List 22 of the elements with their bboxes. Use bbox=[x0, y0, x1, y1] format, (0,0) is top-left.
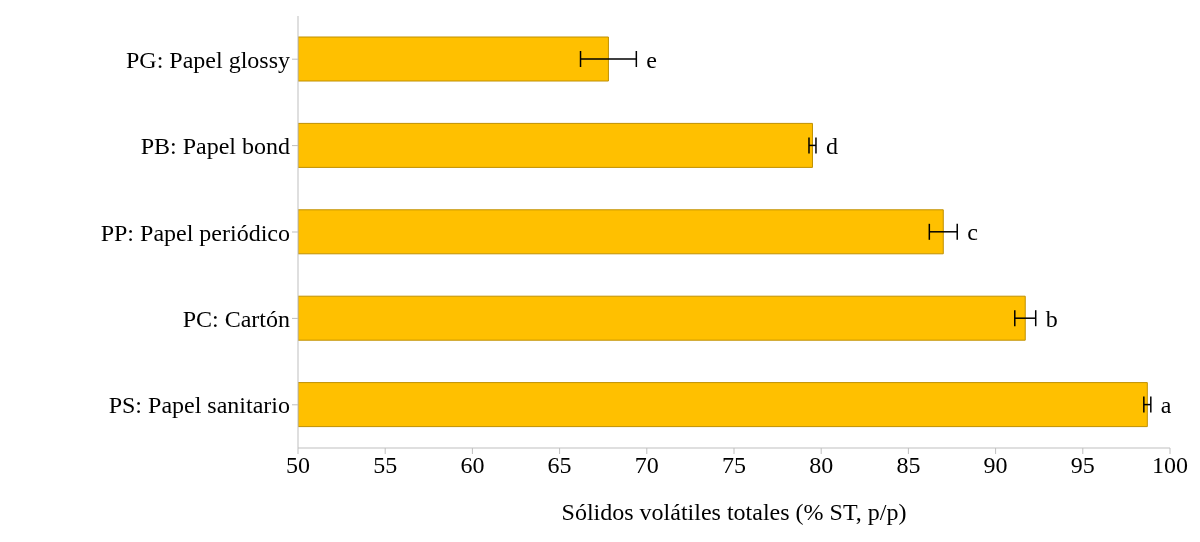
x-tick-label: 75 bbox=[722, 452, 746, 479]
x-tick-label: 100 bbox=[1152, 452, 1188, 479]
x-tick-label: 60 bbox=[460, 452, 485, 479]
annotation: d bbox=[825, 133, 838, 159]
x-tick-label: 80 bbox=[809, 452, 834, 479]
y-tick-label: PC: Cartón bbox=[182, 305, 290, 332]
annotation: e bbox=[646, 46, 657, 73]
x-tick-label: 50 bbox=[286, 452, 310, 479]
x-tick-label: 65 bbox=[547, 452, 572, 479]
x-tick-label: 70 bbox=[634, 452, 659, 479]
x-tick-label: 85 bbox=[896, 452, 921, 479]
x-tick-label: 95 bbox=[1070, 452, 1095, 479]
annotation: c bbox=[967, 219, 978, 246]
x-axis-title: Sólidos volátiles totales (% ST, p/p) bbox=[561, 499, 907, 525]
y-tick-label: PG: Papel glossy bbox=[125, 46, 290, 73]
annotation: a bbox=[1160, 392, 1172, 419]
x-tick-label: 55 bbox=[373, 452, 398, 479]
y-tick-label: PP: Papel periódico bbox=[100, 219, 290, 246]
y-tick-label: PB: Papel bond bbox=[140, 133, 290, 160]
x-tick-label: 90 bbox=[983, 452, 1008, 479]
annotation: b bbox=[1045, 305, 1058, 332]
y-tick-label: PS: Papel sanitario bbox=[108, 392, 290, 419]
